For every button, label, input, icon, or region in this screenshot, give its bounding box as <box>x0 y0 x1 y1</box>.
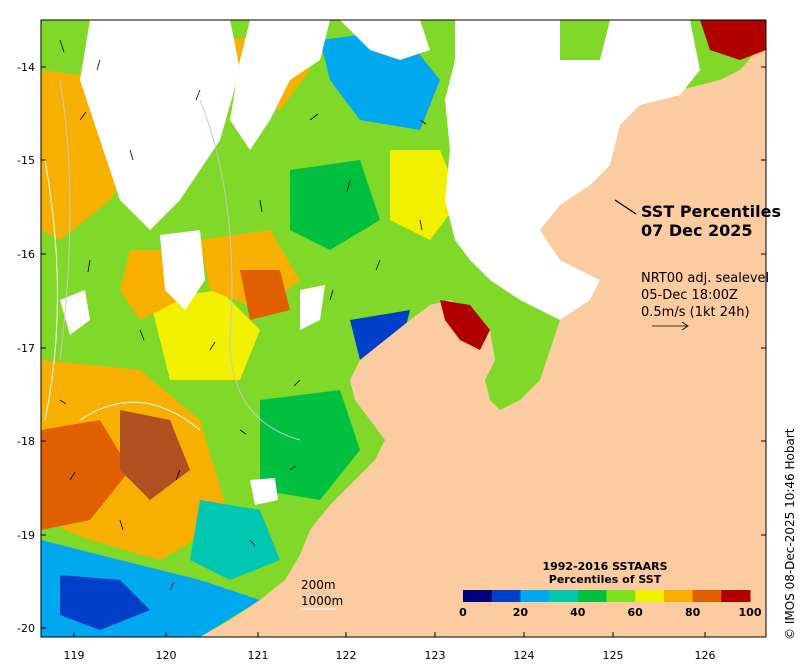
title-date: 07 Dec 2025 <box>641 221 753 240</box>
colorbar-tick-label: 0 <box>459 606 467 619</box>
colorbar-swatch <box>606 590 636 602</box>
depth-1000m-label: 1000m <box>301 594 344 608</box>
lon-label: 119 <box>64 649 85 662</box>
lat-label: -20 <box>17 622 35 635</box>
title-line1: SST Percentiles <box>641 202 781 221</box>
lon-label: 120 <box>156 649 177 662</box>
colorbar-title-line1: 1992-2016 SSTAARS <box>542 560 668 573</box>
plot-frame <box>40 19 767 638</box>
depth-legend: 200m 1000m <box>301 577 343 609</box>
info-line3: 0.5m/s (1kt 24h) <box>641 305 750 320</box>
colorbar-tick-label: 100 <box>738 606 762 619</box>
lat-label: -18 <box>17 435 35 448</box>
map-title: SST Percentiles 07 Dec 2025 <box>641 202 781 240</box>
current-info: NRT00 adj. sealevel 05-Dec 18:00Z 0.5m/s… <box>641 270 769 321</box>
lat-label: -16 <box>17 248 35 261</box>
lat-label: -14 <box>17 61 35 74</box>
lon-label: 124 <box>514 649 535 662</box>
hot-anomaly <box>440 300 490 350</box>
lat-label: -19 <box>17 529 35 542</box>
colorbar-swatch <box>577 590 607 602</box>
colorbar-swatch <box>463 590 493 602</box>
colorbar-tick-label: 80 <box>684 606 701 619</box>
lon-label: 125 <box>603 649 624 662</box>
axis-ticks <box>41 66 766 637</box>
lon-label: 121 <box>248 649 269 662</box>
current-vectors <box>59 39 427 591</box>
colorbar-swatch <box>692 590 722 602</box>
info-line2: 05-Dec 18:00Z <box>641 288 738 303</box>
no-data-areas <box>60 20 430 505</box>
lat-label: -15 <box>17 154 35 167</box>
white-coastal-area <box>445 20 700 320</box>
colorbar-tick-label: 40 <box>570 606 586 619</box>
colorbar-swatch <box>491 590 521 602</box>
depth-200m-label: 200m <box>301 578 336 592</box>
lon-label: 122 <box>336 649 357 662</box>
lat-label: -17 <box>17 342 35 355</box>
colorbar-swatch <box>663 590 694 602</box>
title-pointer <box>614 199 637 215</box>
lon-label: 126 <box>695 649 716 662</box>
colorbar-tick-label: 20 <box>512 606 529 619</box>
hot-corner <box>700 20 766 60</box>
lon-label: 123 <box>425 649 446 662</box>
credit-text: © IMOS 08-Dec-2025 10:46 Hobart <box>783 428 797 640</box>
depth-contour-200m <box>59 79 301 441</box>
sst-field <box>41 30 460 637</box>
scale-arrow <box>652 321 689 331</box>
colorbar-tick-label: 60 <box>627 606 643 619</box>
colorbar-swatch <box>635 590 665 602</box>
depth-contour-1000m <box>44 159 201 431</box>
colorbar <box>463 590 751 602</box>
info-line1: NRT00 adj. sealevel <box>641 271 770 286</box>
colorbar-swatch <box>549 590 579 602</box>
colorbar-title-line2: Percentiles of SST <box>548 573 662 586</box>
colorbar-swatch <box>721 590 751 602</box>
colorbar-swatch <box>520 590 550 602</box>
colorbar-title: 1992-2016 SSTAARS Percentiles of SST <box>490 560 720 586</box>
